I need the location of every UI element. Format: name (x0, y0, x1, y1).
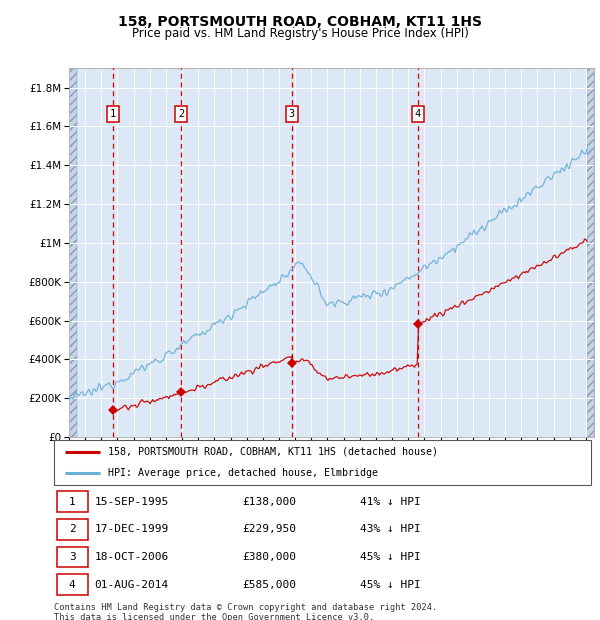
Text: £380,000: £380,000 (242, 552, 296, 562)
Text: 158, PORTSMOUTH ROAD, COBHAM, KT11 1HS: 158, PORTSMOUTH ROAD, COBHAM, KT11 1HS (118, 16, 482, 30)
Text: 43% ↓ HPI: 43% ↓ HPI (360, 525, 421, 534)
Text: 158, PORTSMOUTH ROAD, COBHAM, KT11 1HS (detached house): 158, PORTSMOUTH ROAD, COBHAM, KT11 1HS (… (108, 447, 438, 457)
Bar (418, 68, 587, 437)
Text: 1: 1 (110, 109, 116, 119)
Text: 18-OCT-2006: 18-OCT-2006 (94, 552, 169, 562)
Bar (113, 68, 181, 437)
Text: HPI: Average price, detached house, Elmbridge: HPI: Average price, detached house, Elmb… (108, 467, 378, 477)
Text: 45% ↓ HPI: 45% ↓ HPI (360, 580, 421, 590)
Text: 2: 2 (69, 525, 76, 534)
Text: 3: 3 (289, 109, 295, 119)
Text: 2: 2 (178, 109, 185, 119)
Bar (587, 68, 594, 437)
Text: Price paid vs. HM Land Registry's House Price Index (HPI): Price paid vs. HM Land Registry's House … (131, 27, 469, 40)
Bar (292, 68, 418, 437)
FancyBboxPatch shape (56, 547, 88, 567)
Text: 41% ↓ HPI: 41% ↓ HPI (360, 497, 421, 507)
Text: £229,950: £229,950 (242, 525, 296, 534)
FancyBboxPatch shape (56, 519, 88, 539)
FancyBboxPatch shape (56, 574, 88, 595)
Text: 4: 4 (415, 109, 421, 119)
Text: Contains HM Land Registry data © Crown copyright and database right 2024.
This d: Contains HM Land Registry data © Crown c… (54, 603, 437, 620)
Text: £585,000: £585,000 (242, 580, 296, 590)
Text: 01-AUG-2014: 01-AUG-2014 (94, 580, 169, 590)
FancyBboxPatch shape (54, 440, 591, 485)
Bar (77, 68, 113, 437)
Text: 17-DEC-1999: 17-DEC-1999 (94, 525, 169, 534)
Text: 4: 4 (69, 580, 76, 590)
Bar (181, 68, 292, 437)
Text: 1: 1 (69, 497, 76, 507)
Text: 15-SEP-1995: 15-SEP-1995 (94, 497, 169, 507)
Text: £138,000: £138,000 (242, 497, 296, 507)
Bar (69, 68, 77, 437)
FancyBboxPatch shape (56, 492, 88, 512)
Text: 3: 3 (69, 552, 76, 562)
Text: 45% ↓ HPI: 45% ↓ HPI (360, 552, 421, 562)
